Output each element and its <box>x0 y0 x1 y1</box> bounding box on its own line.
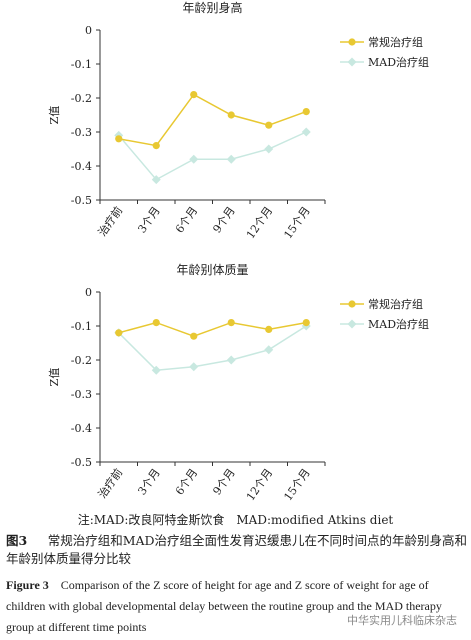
x-tick-label-0-1: 3个月 <box>135 204 162 235</box>
y-tick-label-0-3: -0.3 <box>71 126 92 139</box>
point-1-0-1 <box>152 319 160 327</box>
x-tick-label-0-5: 15个月 <box>281 204 312 241</box>
legend-label-1-1: MAD治疗组 <box>368 317 429 331</box>
y-axis-label-0: Z值 <box>48 106 61 125</box>
series-line-1-0 <box>118 321 307 337</box>
legend-marker-0-1 <box>347 57 357 67</box>
point-0-0-5 <box>302 108 310 116</box>
point-0-1-5 <box>301 127 311 137</box>
y-tick-label-0-5: -0.5 <box>71 194 92 207</box>
y-tick-label-0-0: 0 <box>85 24 92 37</box>
legend-marker-1-0 <box>348 300 356 308</box>
point-1-1-4 <box>264 345 274 355</box>
y-tick-label-1-4: -0.4 <box>71 422 92 435</box>
point-0-1-1 <box>151 175 161 185</box>
point-0-0-2 <box>190 91 198 99</box>
point-0-1-2 <box>189 154 199 164</box>
x-tick-label-0-2: 6个月 <box>173 204 200 235</box>
chart-title-0: 年龄别身高 <box>182 0 242 15</box>
x-tick-label-0-4: 12个月 <box>244 204 275 241</box>
legend-marker-1-1 <box>347 319 357 329</box>
point-1-1-2 <box>189 362 199 372</box>
y-tick-label-1-2: -0.2 <box>71 354 92 367</box>
y-tick-label-0-2: -0.2 <box>71 92 92 105</box>
chart-title-1: 年龄别体质量 <box>176 263 248 277</box>
legend-marker-0-0 <box>348 38 356 46</box>
point-0-1-3 <box>226 154 236 164</box>
series-line-1-1 <box>118 325 307 371</box>
legend-label-0-1: MAD治疗组 <box>368 55 429 69</box>
x-tick-label-1-1: 3个月 <box>135 466 162 497</box>
legend-label-1-0: 常规治疗组 <box>368 297 423 311</box>
point-1-0-0 <box>115 329 123 337</box>
y-tick-label-1-3: -0.3 <box>71 388 92 401</box>
series-line-0-0 <box>118 93 307 147</box>
point-1-1-3 <box>226 355 236 365</box>
point-1-0-5 <box>302 319 310 327</box>
series-line-0-1 <box>118 131 307 181</box>
point-0-0-4 <box>265 121 273 129</box>
point-0-1-4 <box>264 144 274 154</box>
point-0-0-3 <box>227 111 235 119</box>
y-tick-label-1-1: -0.1 <box>71 320 92 333</box>
point-0-0-0 <box>115 135 123 143</box>
point-1-0-4 <box>265 325 273 333</box>
caption-cn-text: 常规治疗组和MAD治疗组全面性发育迟缓患儿在不同时间点的年龄别身高和年龄别体质量… <box>6 533 468 566</box>
y-axis-label-1: Z值 <box>48 368 61 387</box>
x-tick-label-1-4: 12个月 <box>244 466 275 503</box>
y-tick-label-0-1: -0.1 <box>71 58 92 71</box>
y-tick-label-0-4: -0.4 <box>71 160 92 173</box>
figure-note: 注:MAD:改良阿特金斯饮食 MAD:modified Atkins diet <box>77 513 394 527</box>
y-tick-label-1-0: 0 <box>85 286 92 299</box>
point-1-0-3 <box>227 319 235 327</box>
x-tick-label-1-2: 6个月 <box>173 466 200 497</box>
x-tick-label-1-3: 9个月 <box>210 466 237 497</box>
caption-cn-label: 图3 <box>6 533 28 548</box>
y-tick-label-1-5: -0.5 <box>71 456 92 469</box>
point-1-0-2 <box>190 332 198 340</box>
x-tick-label-0-3: 9个月 <box>210 204 237 235</box>
point-1-1-1 <box>151 365 161 375</box>
caption-en-text: Comparison of the Z score of height for … <box>6 578 442 634</box>
caption-english: Figure 3 Comparison of the Z score of he… <box>6 575 468 638</box>
x-tick-label-0-0: 治疗前 <box>95 204 125 239</box>
x-tick-label-1-5: 15个月 <box>281 466 312 503</box>
watermark: 中华实用儿科临床杂志 <box>347 614 457 627</box>
x-tick-label-1-0: 治疗前 <box>95 466 125 501</box>
point-0-0-1 <box>152 142 160 150</box>
caption-chinese: 图3 常规治疗组和MAD治疗组全面性发育迟缓患儿在不同时间点的年龄别身高和年龄别… <box>6 532 468 568</box>
legend-label-0-0: 常规治疗组 <box>368 35 423 49</box>
caption-en-label: Figure 3 <box>6 578 49 592</box>
